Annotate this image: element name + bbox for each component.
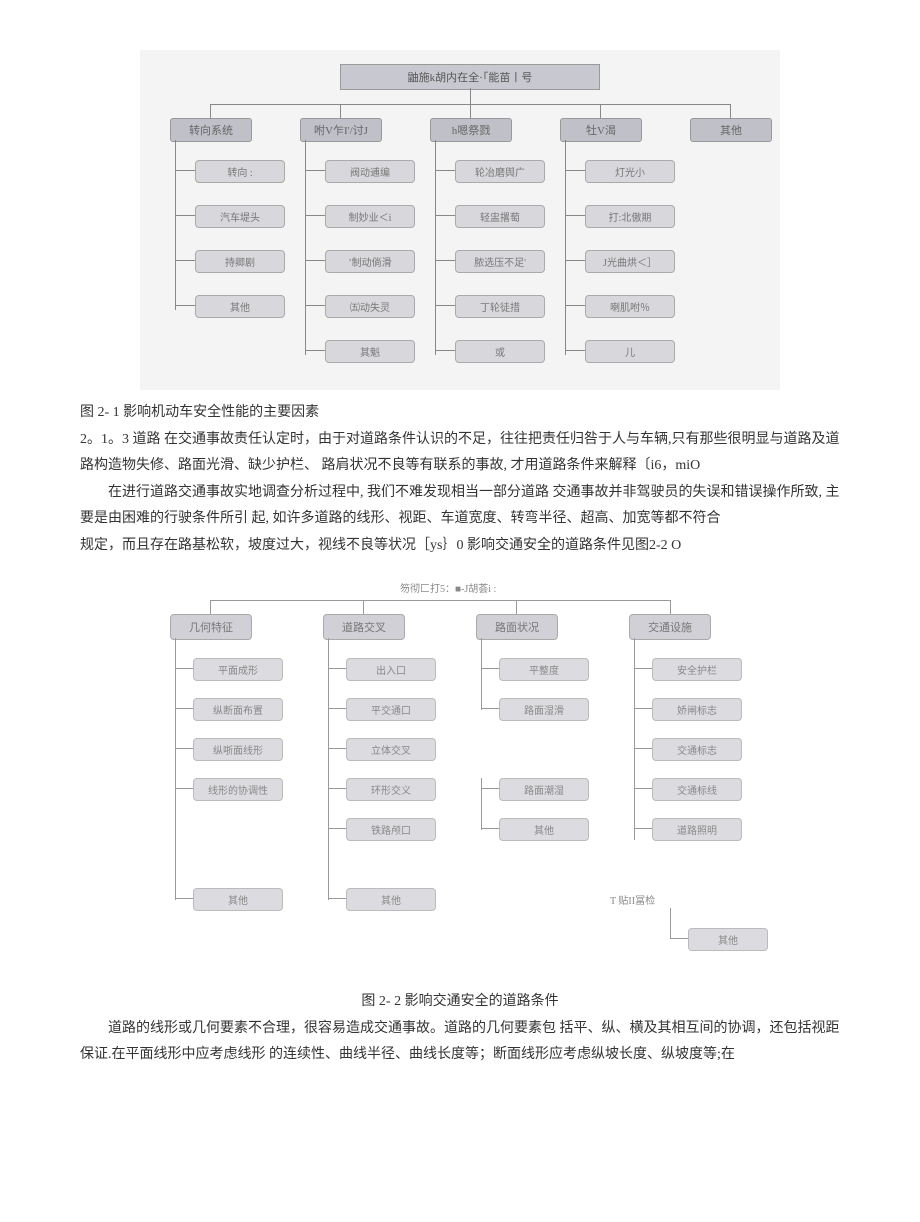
d1-c1-1: 转向 : — [195, 160, 285, 183]
d2-c2-1: 出入口 — [346, 658, 436, 681]
para-2: 在进行道路交通事故实地调查分析过程中, 我们不难发现相当一部分道路 交通事故并非… — [80, 480, 840, 533]
d2-c3t-1: 平整度 — [499, 658, 589, 681]
d1-c2-2: 制妙业＜i — [325, 205, 415, 228]
d2-c3b-1: 路面潮湿 — [499, 778, 589, 801]
d2-c1-1: 平面成形 — [193, 658, 283, 681]
d1-c4-2: 打:北傲期 — [585, 205, 675, 228]
d1-c2-3: ’制动倘滑 — [325, 250, 415, 273]
diagram-2: 笏彻匚打5：■-J胡荟i : 几何特征 道路交叉 路面状况 交通设施 平面成形 … — [140, 580, 780, 980]
d1-cat-1: 转向系统 — [170, 118, 252, 142]
d1-c1-3: 持卿剧 — [195, 250, 285, 273]
d2-c4-5: 道路照明 — [652, 818, 742, 841]
d1-c4-1: 灯光小 — [585, 160, 675, 183]
d2-side-label: T 贴II冨检 — [610, 892, 655, 907]
para-1: 2。1。3 道路 在交通事故责任认定时，由于对道路条件认识的不足，往往把责任归咎… — [80, 427, 840, 480]
d2-c2-2: 平交通口 — [346, 698, 436, 721]
d2-c2-4: 环形交义 — [346, 778, 436, 801]
d2-c4-3: 交通标志 — [652, 738, 742, 761]
d2-c1-5: 其他 — [193, 888, 283, 911]
caption-2: 图 2- 2 影响交通安全的道路条件 — [80, 990, 840, 1010]
para-4: 道路的线形或几何要素不合理，很容易造成交通事故。道路的几何要素包 括平、纵、横及… — [80, 1016, 840, 1069]
d2-c4-4: 交通标线 — [652, 778, 742, 801]
diagram-1: 鼬施k胡内在全·「能苗丨号 转向系统 咐V乍I'/讨J h嗯祭戮 牡V渴 其他 … — [140, 50, 780, 390]
d1-cat-3: h嗯祭戮 — [430, 118, 512, 142]
d1-c2-5: 其魁 — [325, 340, 415, 363]
d1-c1-2: 汽车堤头 — [195, 205, 285, 228]
caption-1: 图 2- 1 影响机动车安全性能的主要因素 — [80, 400, 840, 427]
d2-c4-1: 安全护栏 — [652, 658, 742, 681]
d1-cat-2: 咐V乍I'/讨J — [300, 118, 382, 142]
d1-c2-1: 阀动逋编 — [325, 160, 415, 183]
d2-cat-2: 道路交叉 — [323, 614, 405, 640]
d2-c1-2: 纵断面布置 — [193, 698, 283, 721]
d1-c2-4: ㈤动失灵 — [325, 295, 415, 318]
d1-c3-2: 轻盅撂萄 — [455, 205, 545, 228]
d1-c3-4: 丁轮徒措 — [455, 295, 545, 318]
d1-c4-5: 儿 — [585, 340, 675, 363]
d1-cat-4: 牡V渴 — [560, 118, 642, 142]
d1-c3-3: 脓选压不足' — [455, 250, 545, 273]
d2-c1-3: 纵哳面线形 — [193, 738, 283, 761]
d2-cat-3: 路面状况 — [476, 614, 558, 640]
d2-c2-6: 其他 — [346, 888, 436, 911]
d2-c1-4: 线形的协调性 — [193, 778, 283, 801]
d1-c3-1: 轮冶磨舆广 — [455, 160, 545, 183]
d2-cat-4: 交通设施 — [629, 614, 711, 640]
d2-c4-6: 其他 — [688, 928, 768, 951]
d1-c4-4: 喇肌咐％ — [585, 295, 675, 318]
d2-title: 笏彻匚打5：■-J胡荟i : — [400, 580, 496, 595]
d2-c3b-2: 其他 — [499, 818, 589, 841]
d2-c2-3: 立体交叉 — [346, 738, 436, 761]
d1-c1-4: 其他 — [195, 295, 285, 318]
para-3: 规定，而且存在路基松软，坡度过大，视线不良等状况［ys｝0 影响交通安全的道路条… — [80, 533, 840, 560]
d2-c3t-2: 路面湿滑 — [499, 698, 589, 721]
d1-root: 鼬施k胡内在全·「能苗丨号 — [340, 64, 600, 90]
d2-cat-1: 几何特征 — [170, 614, 252, 640]
d2-c2-5: 铁路颅口 — [346, 818, 436, 841]
d2-c4-2: 娇闸标志 — [652, 698, 742, 721]
d1-c3-5: 或 — [455, 340, 545, 363]
d1-c4-3: J光曲烘＜］ — [585, 250, 675, 273]
d1-cat-5: 其他 — [690, 118, 772, 142]
